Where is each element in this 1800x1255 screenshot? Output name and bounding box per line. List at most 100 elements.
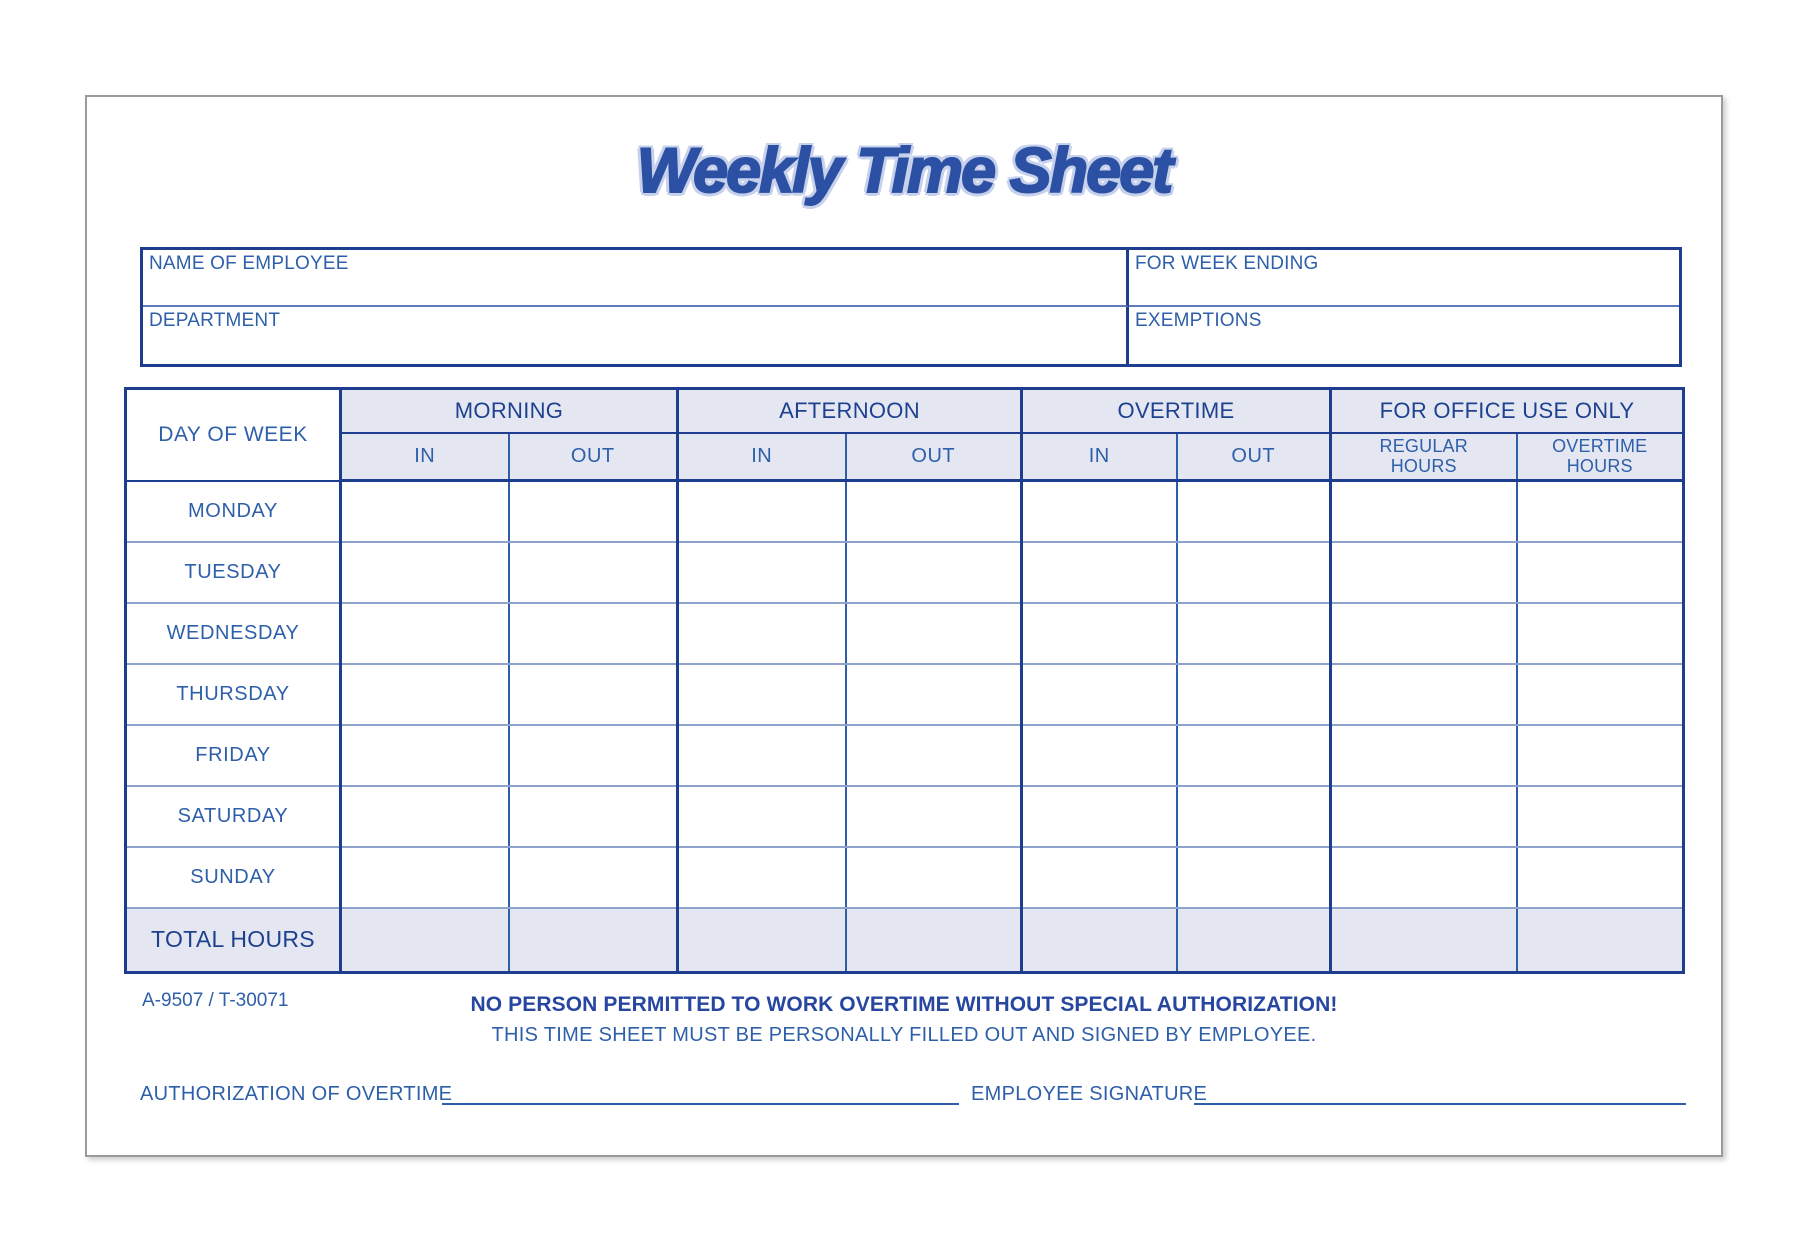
timesheet-cell[interactable]: [507, 846, 678, 909]
timesheet-cell[interactable]: [1329, 785, 1517, 848]
total-cell[interactable]: [507, 907, 678, 973]
timesheet-cell[interactable]: [339, 602, 509, 665]
employee-signature-label: EMPLOYEE SIGNATURE: [971, 1083, 1208, 1105]
timesheet-cell[interactable]: [1515, 663, 1684, 726]
overtime-hours-header: OVERTIME HOURS: [1515, 432, 1684, 482]
total-cell[interactable]: [1515, 907, 1684, 973]
total-cell[interactable]: [676, 907, 846, 973]
timesheet-cell[interactable]: [1329, 541, 1517, 604]
timesheet-cell[interactable]: [339, 480, 509, 543]
timesheet-cell[interactable]: [1175, 480, 1331, 543]
timesheet-cell[interactable]: [676, 663, 846, 726]
day-label-monday: MONDAY: [125, 480, 341, 543]
section-header-office-use: FOR OFFICE USE ONLY: [1329, 388, 1684, 434]
day-label-tuesday: TUESDAY: [125, 541, 341, 604]
timesheet-cell[interactable]: [507, 663, 678, 726]
timesheet-cell[interactable]: [339, 785, 509, 848]
timesheet-cell[interactable]: [507, 541, 678, 604]
timesheet-cell[interactable]: [1515, 846, 1684, 909]
timesheet-cell[interactable]: [844, 541, 1022, 604]
timesheet-cell[interactable]: [1020, 724, 1177, 787]
total-cell[interactable]: [1020, 907, 1177, 973]
authorization-of-overtime-label: AUTHORIZATION OF OVERTIME: [140, 1083, 453, 1105]
name-of-employee-label: NAME OF EMPLOYEE: [149, 253, 349, 274]
timesheet-cell[interactable]: [1175, 785, 1331, 848]
timesheet-cell[interactable]: [844, 663, 1022, 726]
timesheet-cell[interactable]: [1329, 663, 1517, 726]
timesheet-cell[interactable]: [844, 602, 1022, 665]
timesheet-cell[interactable]: [1515, 602, 1684, 665]
day-label-sunday: SUNDAY: [125, 846, 341, 909]
signature-notice: THIS TIME SHEET MUST BE PERSONALLY FILLE…: [491, 1024, 1317, 1046]
employee-signature-line[interactable]: [1194, 1103, 1686, 1105]
day-label-friday: FRIDAY: [125, 724, 341, 787]
timesheet-cell[interactable]: [676, 602, 846, 665]
overtime-out-header: OUT: [1175, 432, 1331, 482]
timesheet-cell[interactable]: [507, 602, 678, 665]
afternoon-in-header: IN: [676, 432, 846, 482]
timesheet-cell[interactable]: [1175, 663, 1331, 726]
total-cell[interactable]: [844, 907, 1022, 973]
timesheet-cell[interactable]: [1175, 846, 1331, 909]
timesheet-cell[interactable]: [1329, 846, 1517, 909]
total-cell[interactable]: [339, 907, 509, 973]
timesheet-cell[interactable]: [676, 785, 846, 848]
timesheet-cell[interactable]: [339, 663, 509, 726]
for-week-ending-field[interactable]: FOR WEEK ENDING: [1129, 250, 1679, 307]
total-cell[interactable]: [1175, 907, 1331, 973]
timesheet-cell[interactable]: [507, 480, 678, 543]
timesheet-cell[interactable]: [844, 480, 1022, 543]
timesheet-cell[interactable]: [1329, 724, 1517, 787]
timesheet-cell[interactable]: [1020, 846, 1177, 909]
for-week-ending-label: FOR WEEK ENDING: [1135, 253, 1319, 274]
day-of-week-header: DAY OF WEEK: [125, 388, 341, 482]
overtime-notice: NO PERSON PERMITTED TO WORK OVERTIME WIT…: [470, 993, 1338, 1016]
section-header-overtime: OVERTIME: [1020, 388, 1331, 434]
timesheet-cell[interactable]: [676, 846, 846, 909]
timesheet-cell[interactable]: [1020, 785, 1177, 848]
form-title: Weekly Time Sheet: [636, 135, 1174, 207]
exemptions-field[interactable]: EXEMPTIONS: [1129, 307, 1679, 364]
section-header-afternoon: AFTERNOON: [676, 388, 1022, 434]
timesheet-cell[interactable]: [339, 541, 509, 604]
timesheet-cell[interactable]: [844, 785, 1022, 848]
department-label: DEPARTMENT: [149, 310, 281, 331]
timesheet-cell[interactable]: [844, 846, 1022, 909]
timesheet-table: DAY OF WEEK MORNING AFTERNOON OVERTIME F…: [124, 387, 1685, 974]
timesheet-cell[interactable]: [507, 785, 678, 848]
timesheet-cell[interactable]: [1020, 663, 1177, 726]
total-cell[interactable]: [1329, 907, 1517, 973]
timesheet-cell[interactable]: [1515, 785, 1684, 848]
timesheet-cell[interactable]: [507, 724, 678, 787]
timesheet-cell[interactable]: [676, 724, 846, 787]
timesheet-cell[interactable]: [1020, 541, 1177, 604]
timesheet-cell[interactable]: [1175, 602, 1331, 665]
name-of-employee-field[interactable]: NAME OF EMPLOYEE: [143, 250, 1129, 307]
authorization-signature-line[interactable]: [442, 1103, 959, 1105]
timesheet-cell[interactable]: [339, 846, 509, 909]
timesheet-cell[interactable]: [339, 724, 509, 787]
department-field[interactable]: DEPARTMENT: [143, 307, 1129, 364]
timesheet-cell[interactable]: [1515, 541, 1684, 604]
section-header-morning: MORNING: [339, 388, 678, 434]
form-number: A-9507 / T-30071: [142, 990, 289, 1011]
day-label-thursday: THURSDAY: [125, 663, 341, 726]
overtime-in-header: IN: [1020, 432, 1177, 482]
timesheet-cell[interactable]: [1515, 724, 1684, 787]
timesheet-cell[interactable]: [1020, 602, 1177, 665]
timesheet-page: Weekly Time Sheet NAME OF EMPLOYEE FOR W…: [85, 95, 1723, 1157]
timesheet-cell[interactable]: [1515, 480, 1684, 543]
regular-hours-header: REGULAR HOURS: [1329, 432, 1517, 482]
timesheet-cell[interactable]: [1020, 480, 1177, 543]
timesheet-cell[interactable]: [1329, 480, 1517, 543]
timesheet-cell[interactable]: [1175, 541, 1331, 604]
afternoon-out-header: OUT: [844, 432, 1022, 482]
timesheet-cell[interactable]: [676, 480, 846, 543]
morning-out-header: OUT: [507, 432, 678, 482]
timesheet-cell[interactable]: [1175, 724, 1331, 787]
day-label-saturday: SATURDAY: [125, 785, 341, 848]
morning-in-header: IN: [339, 432, 509, 482]
timesheet-cell[interactable]: [1329, 602, 1517, 665]
timesheet-cell[interactable]: [676, 541, 846, 604]
timesheet-cell[interactable]: [844, 724, 1022, 787]
